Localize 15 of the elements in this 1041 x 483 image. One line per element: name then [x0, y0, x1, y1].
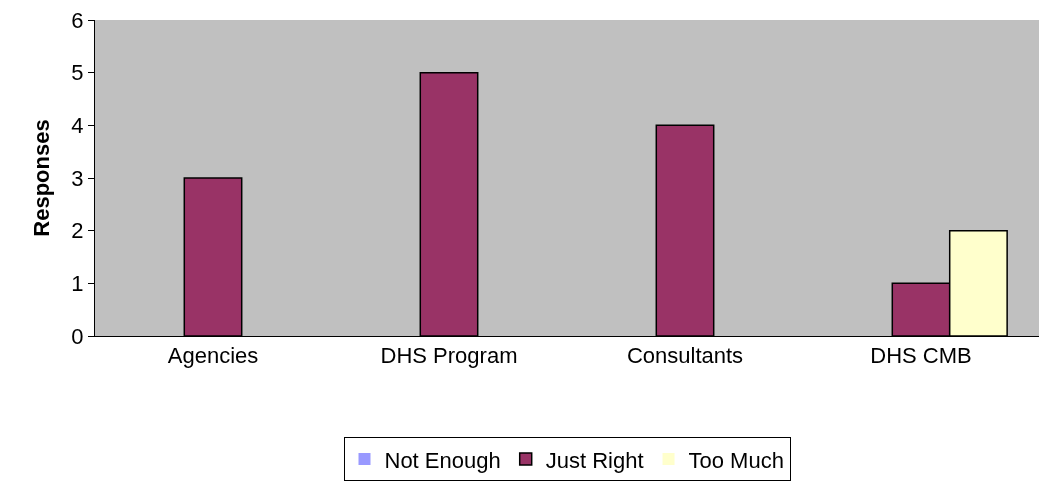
- legend-label: Just Right: [545, 447, 644, 473]
- x-tick-label: DHS CMB: [870, 343, 972, 369]
- y-tick-label: 1: [71, 271, 84, 297]
- legend-label: Too Much: [688, 447, 784, 473]
- y-tick-label: 5: [71, 60, 84, 86]
- x-tick-label: DHS Program: [380, 343, 518, 369]
- y-tick-label: 6: [71, 7, 84, 33]
- x-tick-label: Consultants: [626, 343, 744, 369]
- y-tick-label: 4: [71, 113, 84, 139]
- legend-label: Not Enough: [384, 447, 501, 473]
- y-tick-label: 2: [71, 218, 84, 244]
- x-tick-label: Agencies: [167, 343, 259, 369]
- y-tick-label: 3: [71, 165, 84, 191]
- y-tick-label: 0: [71, 323, 84, 349]
- y-axis-title: Responses: [29, 119, 55, 237]
